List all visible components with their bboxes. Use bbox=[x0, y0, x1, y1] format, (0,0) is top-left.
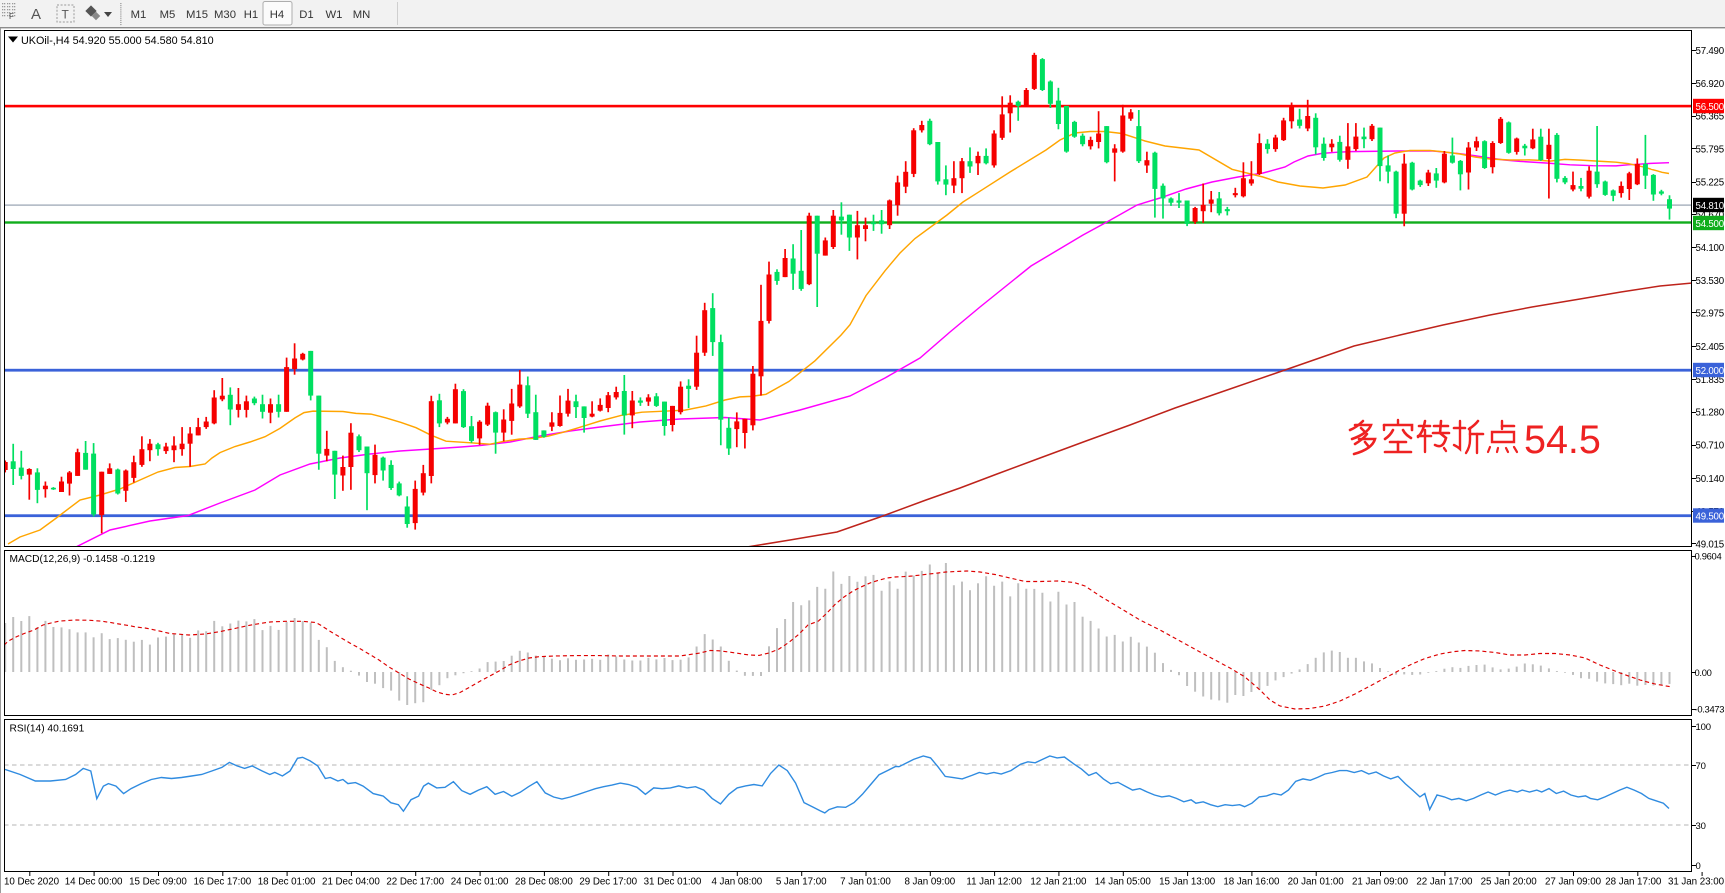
svg-text:53.530: 53.530 bbox=[1696, 276, 1725, 287]
svg-text:54.670: 54.670 bbox=[1696, 210, 1725, 221]
svg-text:8 Jan 09:00: 8 Jan 09:00 bbox=[904, 877, 955, 888]
svg-text:F: F bbox=[9, 12, 14, 21]
svg-text:100: 100 bbox=[1696, 722, 1711, 733]
svg-text:M1: M1 bbox=[131, 9, 147, 21]
svg-text:12 Jan 21:00: 12 Jan 21:00 bbox=[1030, 877, 1087, 888]
svg-text:15 Jan 13:00: 15 Jan 13:00 bbox=[1159, 877, 1216, 888]
svg-text:56.500: 56.500 bbox=[1696, 102, 1725, 113]
svg-text:H1: H1 bbox=[244, 9, 258, 21]
svg-text:29 Dec 17:00: 29 Dec 17:00 bbox=[579, 877, 637, 888]
svg-text:57.490: 57.490 bbox=[1696, 46, 1725, 57]
svg-text:25 Jan 20:00: 25 Jan 20:00 bbox=[1481, 877, 1538, 888]
svg-text:D1: D1 bbox=[299, 9, 313, 21]
svg-text:7 Jan 01:00: 7 Jan 01:00 bbox=[840, 877, 891, 888]
svg-text:54.810: 54.810 bbox=[1696, 201, 1725, 212]
svg-text:22 Dec 17:00: 22 Dec 17:00 bbox=[386, 877, 444, 888]
svg-text:UKOil-,H4 54.920 55.000 54.58: UKOil-,H4 54.920 55.000 54.580 54.810 bbox=[21, 35, 214, 47]
svg-text:50.140: 50.140 bbox=[1696, 474, 1725, 485]
svg-text:M15: M15 bbox=[186, 9, 208, 21]
svg-text:54.500: 54.500 bbox=[1696, 219, 1725, 230]
svg-text:21 Jan 09:00: 21 Jan 09:00 bbox=[1352, 877, 1409, 888]
svg-text:51.280: 51.280 bbox=[1696, 408, 1725, 419]
svg-text:11 Jan 12:00: 11 Jan 12:00 bbox=[966, 877, 1022, 888]
svg-text:10 Dec 2020: 10 Dec 2020 bbox=[4, 877, 60, 888]
svg-text:0: 0 bbox=[1696, 861, 1701, 872]
svg-text:31 Dec 01:00: 31 Dec 01:00 bbox=[644, 877, 702, 888]
svg-text:M30: M30 bbox=[214, 9, 236, 21]
svg-text:0.9604: 0.9604 bbox=[1695, 550, 1722, 561]
svg-text:49.015: 49.015 bbox=[1696, 539, 1724, 550]
svg-text:54.5: 54.5 bbox=[1524, 418, 1601, 462]
svg-text:18 Dec 01:00: 18 Dec 01:00 bbox=[258, 877, 316, 888]
svg-text:28 Dec 08:00: 28 Dec 08:00 bbox=[515, 877, 573, 888]
svg-text:MACD(12,26,9) -0.1458 -0.1219: MACD(12,26,9) -0.1458 -0.1219 bbox=[10, 554, 156, 565]
svg-text:M5: M5 bbox=[160, 9, 176, 21]
svg-text:52.975: 52.975 bbox=[1696, 308, 1724, 319]
svg-text:16 Dec 17:00: 16 Dec 17:00 bbox=[193, 877, 251, 888]
svg-text:0.00: 0.00 bbox=[1695, 667, 1712, 678]
svg-text:14 Jan 05:00: 14 Jan 05:00 bbox=[1095, 877, 1152, 888]
svg-text:56.365: 56.365 bbox=[1696, 112, 1724, 123]
svg-text:22 Jan 17:00: 22 Jan 17:00 bbox=[1416, 877, 1473, 888]
svg-text:5 Jan 17:00: 5 Jan 17:00 bbox=[776, 877, 827, 888]
svg-text:H4: H4 bbox=[270, 9, 284, 21]
svg-text:31 Jan 23:00: 31 Jan 23:00 bbox=[1668, 877, 1725, 888]
svg-text:21 Dec 04:00: 21 Dec 04:00 bbox=[322, 877, 380, 888]
svg-text:52.000: 52.000 bbox=[1696, 366, 1725, 377]
svg-text:55.795: 55.795 bbox=[1696, 145, 1724, 156]
svg-text:RSI(14) 40.1691: RSI(14) 40.1691 bbox=[10, 724, 85, 735]
svg-text:55.225: 55.225 bbox=[1696, 178, 1724, 189]
svg-text:20 Jan 01:00: 20 Jan 01:00 bbox=[1288, 877, 1345, 888]
svg-text:70: 70 bbox=[1696, 761, 1706, 772]
svg-text:30: 30 bbox=[1696, 821, 1706, 832]
svg-text:W1: W1 bbox=[326, 9, 343, 21]
svg-text:15 Dec 09:00: 15 Dec 09:00 bbox=[129, 877, 187, 888]
svg-text:-0.3473: -0.3473 bbox=[1695, 703, 1725, 714]
svg-text:49.500: 49.500 bbox=[1696, 511, 1725, 522]
svg-text:14 Dec 00:00: 14 Dec 00:00 bbox=[65, 877, 123, 888]
svg-text:51.835: 51.835 bbox=[1696, 375, 1724, 386]
svg-text:MN: MN bbox=[353, 9, 371, 21]
svg-text:18 Jan 16:00: 18 Jan 16:00 bbox=[1223, 877, 1280, 888]
svg-text:24 Dec 01:00: 24 Dec 01:00 bbox=[451, 877, 509, 888]
svg-text:54.100: 54.100 bbox=[1696, 243, 1725, 254]
svg-text:A: A bbox=[31, 6, 41, 23]
svg-text:52.405: 52.405 bbox=[1696, 342, 1724, 353]
svg-text:28 Jan 17:00: 28 Jan 17:00 bbox=[1605, 877, 1662, 888]
svg-text:T: T bbox=[62, 8, 70, 22]
svg-text:4 Jan 08:00: 4 Jan 08:00 bbox=[711, 877, 762, 888]
svg-text:27 Jan 09:00: 27 Jan 09:00 bbox=[1545, 877, 1602, 888]
svg-text:56.920: 56.920 bbox=[1696, 79, 1725, 90]
svg-text:50.710: 50.710 bbox=[1696, 441, 1725, 452]
